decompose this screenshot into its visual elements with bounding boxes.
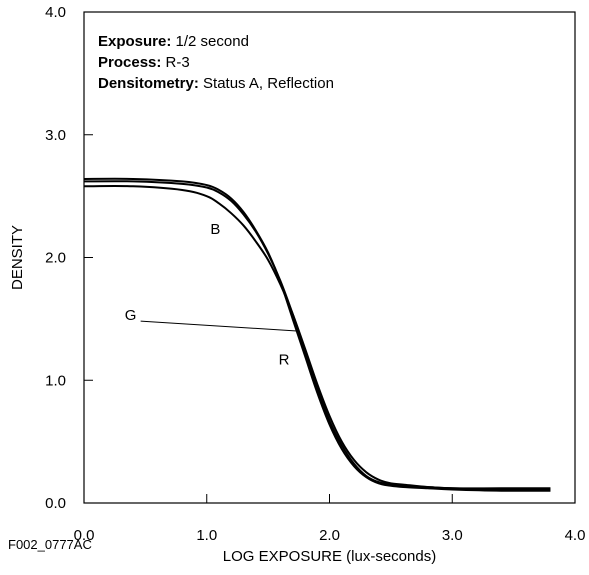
y-tick-label: 2.0	[45, 250, 66, 267]
series-line-r	[83, 177, 551, 492]
series-line-g	[83, 180, 551, 491]
x-tick-label: 4.0	[565, 527, 586, 544]
annotation-exposure: Exposure: 1/2 second	[98, 33, 249, 50]
figure-id: F002_0777AC	[8, 537, 92, 552]
y-tick-label: 0.0	[45, 495, 66, 512]
series-layer	[83, 177, 551, 492]
curve-label-r: R	[279, 351, 290, 368]
y-tick-label: 3.0	[45, 127, 66, 144]
x-tick-label: 2.0	[319, 527, 340, 544]
axis-ticks: 0.0 1.0 2.0 3.0 4.0 0.0 1.0 2.0 3.0 4.0	[45, 4, 585, 544]
leader-line-g	[140, 320, 299, 332]
y-tick-label: 1.0	[45, 372, 66, 389]
curve-labels: B G R	[125, 221, 299, 368]
y-tick-label: 4.0	[45, 4, 66, 21]
curve-label-b: B	[210, 221, 220, 238]
series-line-b	[83, 185, 551, 490]
x-tick-label: 0.0	[74, 527, 95, 544]
curve-label-g: G	[125, 307, 137, 324]
y-axis-label: DENSITY	[9, 225, 26, 290]
x-axis-label: LOG EXPOSURE (lux-seconds)	[223, 548, 436, 565]
annotation-process: Process: R-3	[98, 54, 190, 71]
x-tick-label: 1.0	[196, 527, 217, 544]
x-tick-label: 3.0	[442, 527, 463, 544]
annotation-densitometry: Densitometry: Status A, Reflection	[98, 75, 334, 92]
